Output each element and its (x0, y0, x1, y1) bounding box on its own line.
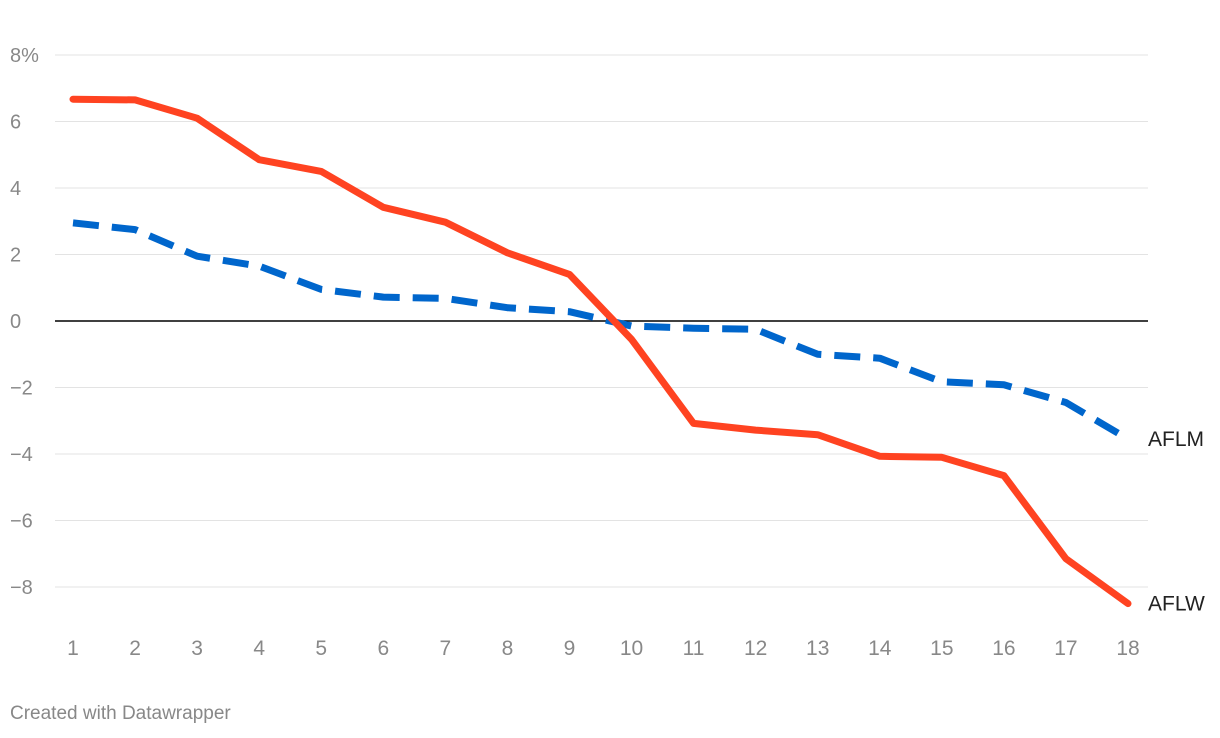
x-tick-label: 5 (315, 637, 327, 660)
x-tick-label: 15 (930, 637, 953, 660)
x-tick-label: 4 (253, 637, 265, 660)
y-tick-label: 6 (10, 112, 21, 134)
y-tick-label: −8 (10, 577, 33, 599)
x-tick-label: 2 (129, 637, 141, 660)
series-labels: AFLM AFLW (1148, 428, 1205, 616)
y-tick-label: −4 (10, 444, 33, 466)
x-tick-label: 14 (868, 637, 892, 660)
x-tick-label: 7 (440, 637, 452, 660)
x-tick-label: 13 (806, 637, 829, 660)
y-tick-label: −6 (10, 511, 33, 533)
y-tick-label: 0 (10, 311, 21, 333)
y-axis-labels: 8% 6 4 2 0 −2 −4 −6 −8 (10, 45, 39, 599)
x-tick-label: 3 (191, 637, 203, 660)
series-lines (69, 95, 1132, 608)
x-tick-label: 16 (992, 637, 1015, 660)
series-line-aflm (72, 219, 1130, 443)
series-label-aflw: AFLW (1148, 593, 1205, 616)
x-tick-label: 11 (683, 637, 705, 660)
y-tick-label: −2 (10, 378, 33, 400)
y-tick-label: 2 (10, 245, 21, 267)
x-tick-label: 6 (377, 637, 389, 660)
series-line-aflw (69, 95, 1132, 608)
credit-text: Created with Datawrapper (10, 703, 231, 724)
series-label-aflm: AFLM (1148, 428, 1204, 451)
x-tick-label: 1 (67, 637, 79, 660)
x-tick-label: 9 (564, 637, 576, 660)
x-axis-labels: 1 2 3 4 5 6 7 8 9 10 11 12 13 14 15 16 17 18 (67, 637, 1140, 660)
x-tick-label: 8 (502, 637, 514, 660)
x-tick-label: 10 (620, 637, 643, 660)
x-tick-label: 17 (1054, 637, 1077, 660)
x-tick-label: 18 (1116, 637, 1139, 660)
y-tick-label: 8% (10, 45, 39, 67)
grid-lines (55, 54, 1148, 588)
x-tick-label: 12 (744, 637, 767, 660)
y-tick-label: 4 (10, 178, 21, 200)
